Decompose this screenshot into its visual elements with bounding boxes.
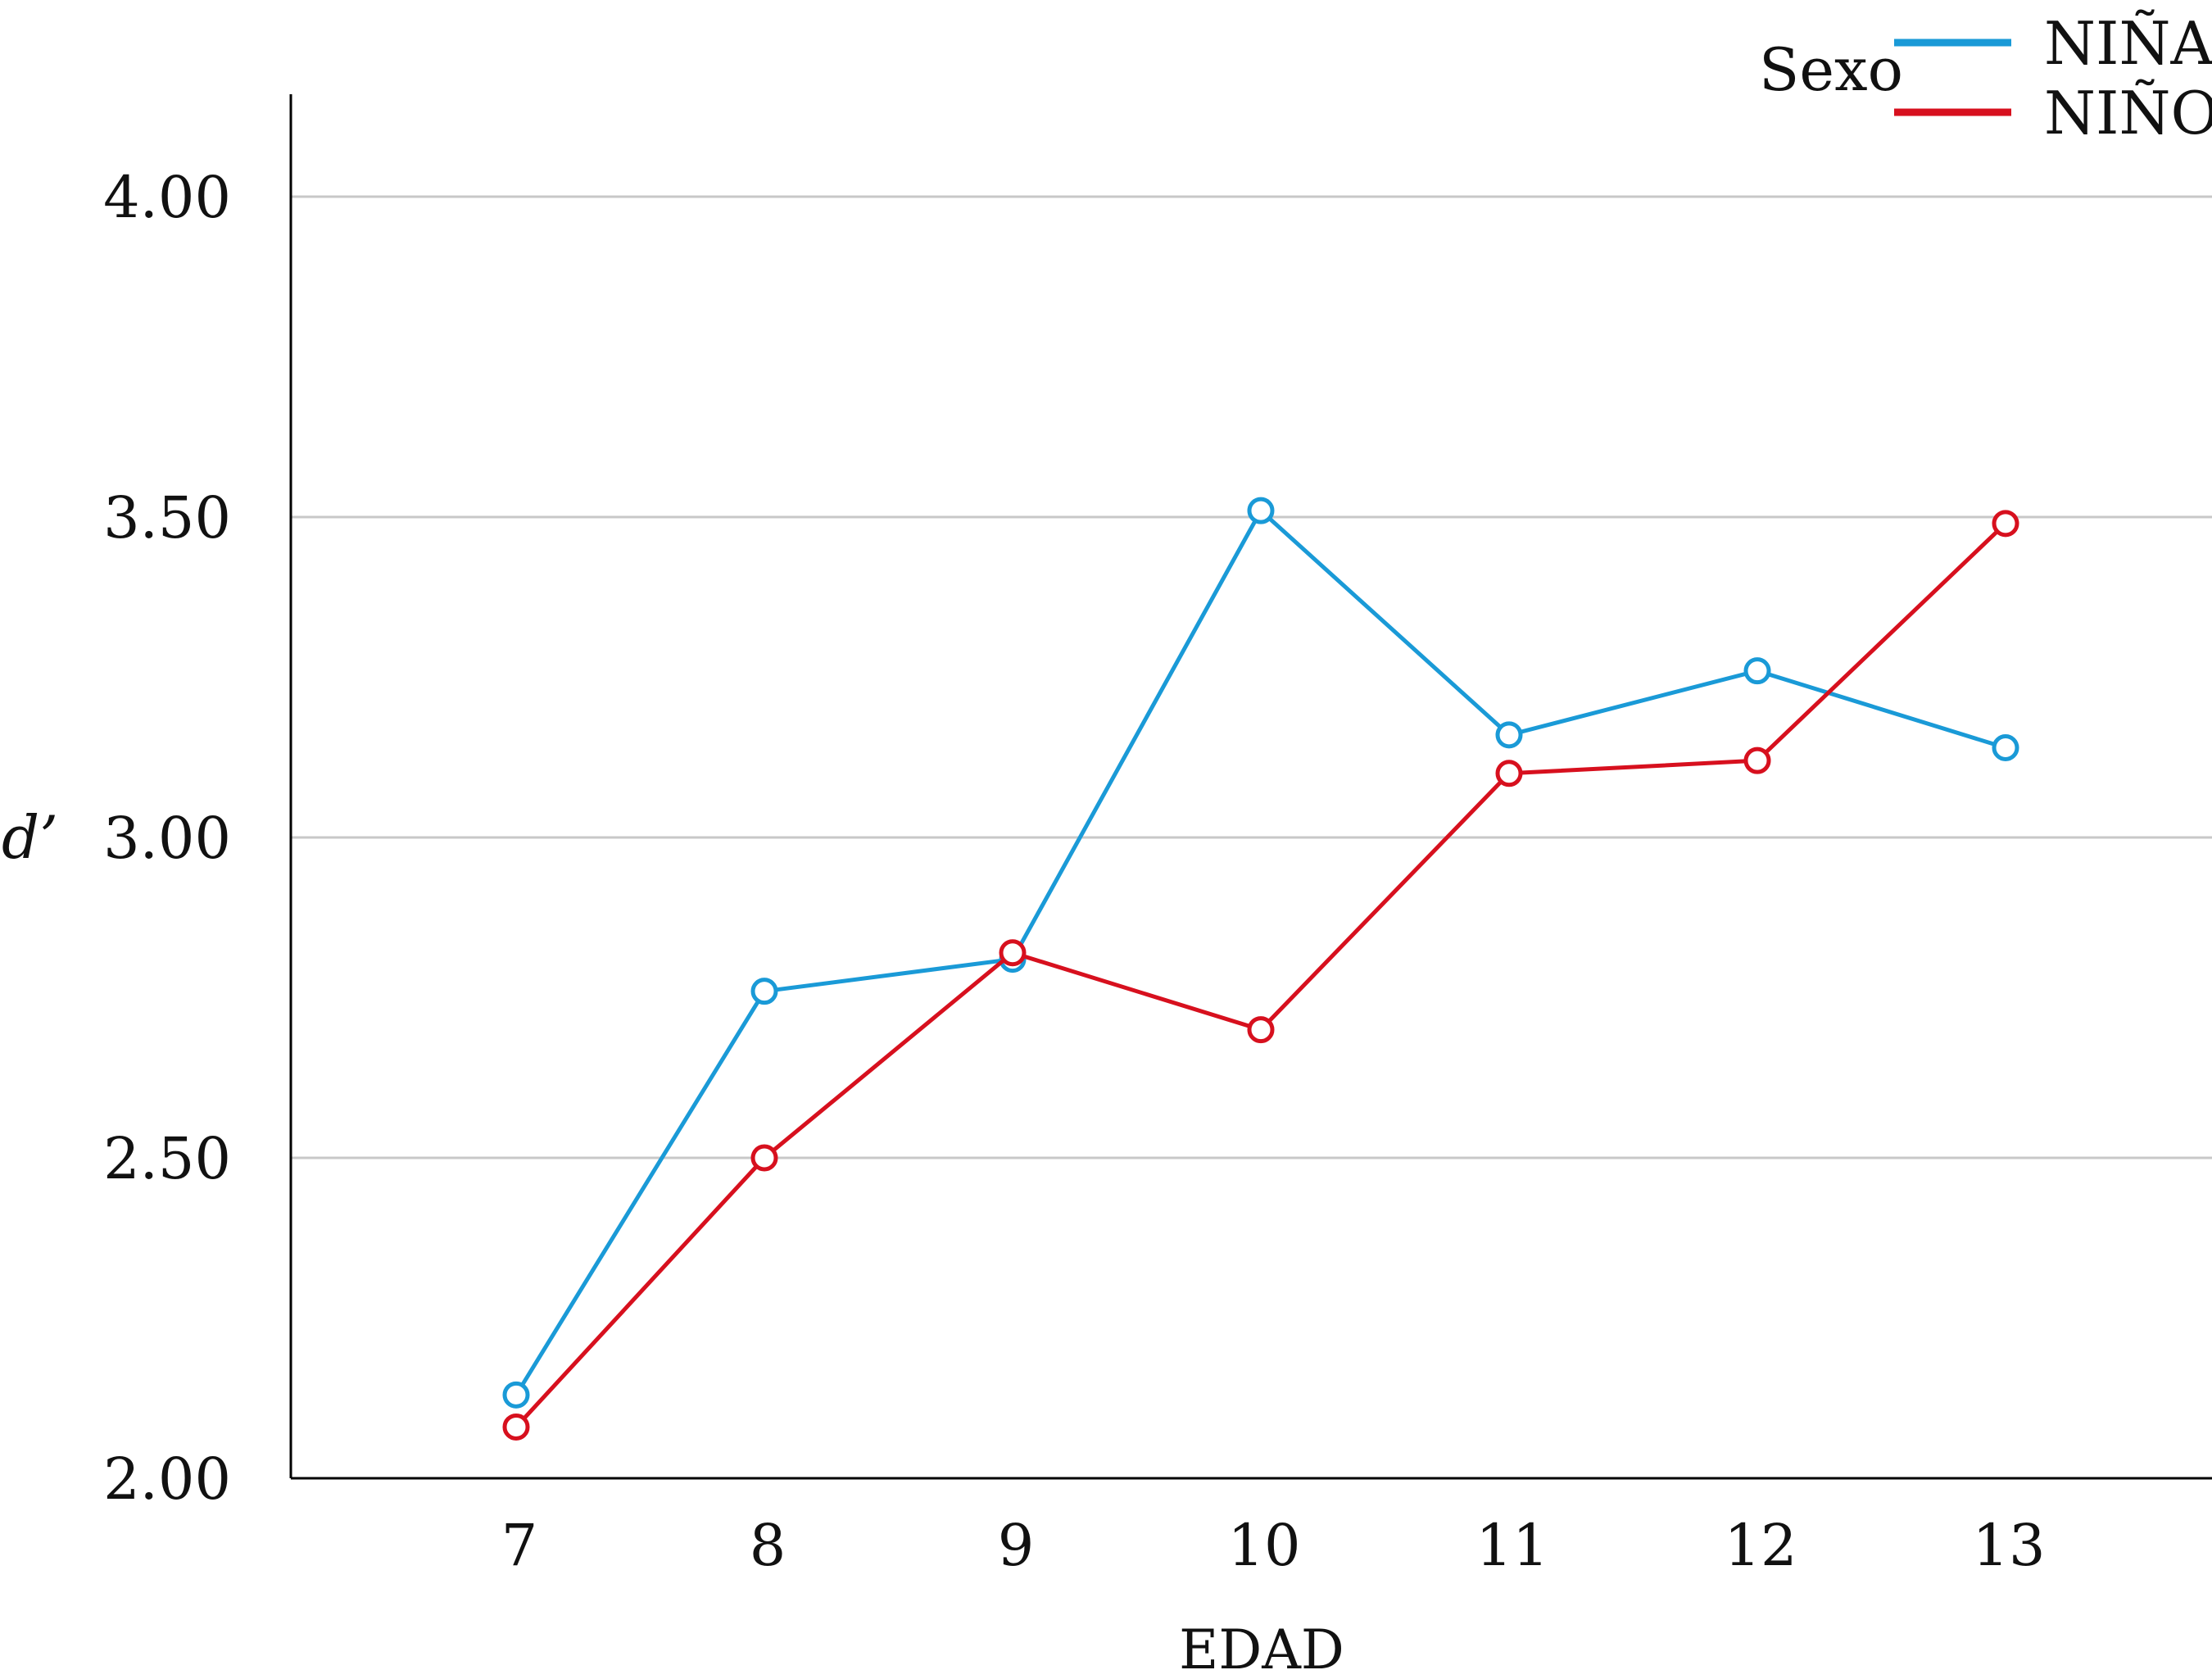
data-point [750, 1144, 778, 1172]
data-point [750, 978, 778, 1005]
axes [289, 94, 2212, 1480]
y-tick-label: 4.00 [103, 164, 231, 231]
x-axis-title: EDAD [1179, 1618, 1344, 1670]
legend-item: NIÑO [1894, 78, 2212, 147]
y-tick-label: 3.00 [103, 805, 231, 872]
series-line [514, 508, 2006, 1396]
data-point [1495, 760, 1523, 787]
gridlines [291, 195, 2212, 1159]
data-point [502, 1381, 530, 1409]
legend-title: Sexo [1759, 35, 1903, 104]
legend-label: NIÑA [2044, 8, 2212, 78]
x-tick-label: 13 [1972, 1512, 2045, 1579]
series-nina [502, 497, 2019, 1409]
x-tick-label: 8 [750, 1512, 786, 1579]
data-point [1495, 721, 1523, 749]
legend-item: NIÑA [1894, 8, 2212, 78]
x-tick-labels: 7 8 9 10 11 12 13 [501, 1512, 2046, 1579]
x-tick-label: 12 [1724, 1512, 1797, 1579]
x-tick-label: 10 [1227, 1512, 1300, 1579]
y-tick-label: 2.50 [103, 1125, 231, 1192]
data-point [1247, 497, 1275, 524]
data-point [1992, 510, 2019, 538]
y-tick-labels: 2.00 2.50 3.00 3.50 4.00 [103, 164, 231, 1513]
legend-label: NIÑO [2044, 78, 2212, 147]
data-point [1992, 734, 2019, 762]
y-tick-label: 2.00 [103, 1445, 231, 1513]
x-tick-label: 11 [1475, 1512, 1548, 1579]
series [502, 497, 2019, 1441]
data-point [1743, 747, 1771, 774]
series-nino [502, 510, 2019, 1441]
data-point [1743, 657, 1771, 685]
data-point [999, 939, 1027, 967]
x-tick-label: 9 [998, 1512, 1035, 1579]
series-line [514, 522, 2007, 1429]
y-axis-title: d’ [2, 803, 58, 872]
data-point [1247, 1016, 1275, 1044]
data-point [502, 1413, 530, 1441]
x-tick-label: 7 [501, 1512, 538, 1579]
y-tick-label: 3.50 [103, 484, 231, 551]
